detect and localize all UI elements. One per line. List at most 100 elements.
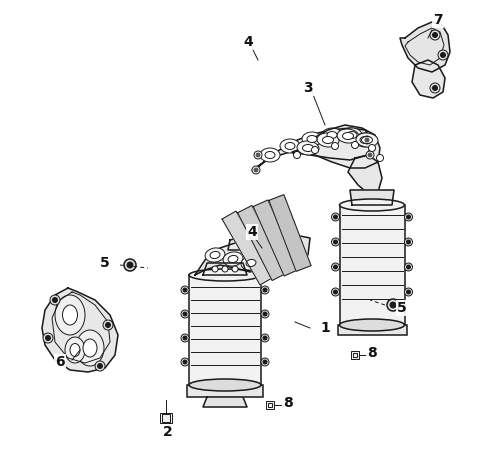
Ellipse shape <box>181 286 189 294</box>
Ellipse shape <box>361 136 372 143</box>
Bar <box>351 351 359 359</box>
Ellipse shape <box>260 148 280 162</box>
Text: 6: 6 <box>55 355 65 369</box>
Ellipse shape <box>263 360 267 364</box>
Ellipse shape <box>106 322 110 327</box>
Ellipse shape <box>261 286 269 294</box>
Ellipse shape <box>261 358 269 366</box>
Ellipse shape <box>407 215 410 219</box>
Polygon shape <box>252 128 372 170</box>
Ellipse shape <box>407 240 410 244</box>
Ellipse shape <box>405 238 412 246</box>
Bar <box>353 353 358 357</box>
Ellipse shape <box>405 263 412 271</box>
Ellipse shape <box>212 266 218 272</box>
Text: 4: 4 <box>247 225 257 239</box>
Ellipse shape <box>183 288 187 292</box>
Bar <box>339 205 405 325</box>
Ellipse shape <box>252 166 260 174</box>
Ellipse shape <box>83 339 97 357</box>
Ellipse shape <box>387 299 399 311</box>
Text: 8: 8 <box>283 396 293 410</box>
Ellipse shape <box>124 259 136 271</box>
Ellipse shape <box>181 358 189 366</box>
Ellipse shape <box>228 256 238 262</box>
Ellipse shape <box>368 153 372 157</box>
Ellipse shape <box>261 334 269 342</box>
Ellipse shape <box>263 312 267 316</box>
Polygon shape <box>269 195 311 271</box>
Ellipse shape <box>365 138 369 142</box>
Polygon shape <box>253 200 299 276</box>
Text: 3: 3 <box>303 81 313 95</box>
Ellipse shape <box>95 361 105 371</box>
Ellipse shape <box>317 133 339 147</box>
Bar <box>160 413 172 423</box>
Ellipse shape <box>342 128 362 142</box>
Text: 8: 8 <box>367 346 377 360</box>
Ellipse shape <box>347 131 357 138</box>
Ellipse shape <box>210 251 220 259</box>
Ellipse shape <box>376 154 384 162</box>
Ellipse shape <box>334 290 337 294</box>
Ellipse shape <box>254 151 262 159</box>
Polygon shape <box>228 235 285 260</box>
Ellipse shape <box>366 151 374 159</box>
Ellipse shape <box>103 320 113 330</box>
Ellipse shape <box>334 240 337 244</box>
Polygon shape <box>350 190 394 205</box>
Bar <box>266 401 274 409</box>
Polygon shape <box>348 155 382 195</box>
Ellipse shape <box>76 330 104 366</box>
Ellipse shape <box>50 295 60 305</box>
Ellipse shape <box>55 295 85 335</box>
Ellipse shape <box>205 248 225 262</box>
Ellipse shape <box>390 302 396 308</box>
Ellipse shape <box>265 152 275 158</box>
Ellipse shape <box>263 288 267 292</box>
Ellipse shape <box>307 136 317 142</box>
Ellipse shape <box>339 199 405 211</box>
Ellipse shape <box>293 152 300 158</box>
Ellipse shape <box>183 336 187 340</box>
Ellipse shape <box>189 379 261 391</box>
Ellipse shape <box>70 344 80 356</box>
Ellipse shape <box>334 215 337 219</box>
Ellipse shape <box>405 213 412 221</box>
Ellipse shape <box>62 305 77 325</box>
Ellipse shape <box>323 136 334 143</box>
Polygon shape <box>258 235 310 262</box>
Ellipse shape <box>127 262 133 268</box>
Polygon shape <box>238 206 287 280</box>
Ellipse shape <box>261 310 269 318</box>
Ellipse shape <box>302 132 322 146</box>
Ellipse shape <box>430 30 440 40</box>
Ellipse shape <box>430 83 440 93</box>
Polygon shape <box>400 22 450 72</box>
Ellipse shape <box>241 256 261 270</box>
Ellipse shape <box>407 290 410 294</box>
Ellipse shape <box>351 142 359 148</box>
Ellipse shape <box>339 319 405 331</box>
Ellipse shape <box>356 133 378 147</box>
Polygon shape <box>203 397 247 407</box>
Polygon shape <box>412 60 445 98</box>
Polygon shape <box>292 125 380 168</box>
Ellipse shape <box>432 33 437 38</box>
Ellipse shape <box>181 310 189 318</box>
Bar <box>187 385 263 397</box>
Bar <box>162 414 170 422</box>
Polygon shape <box>203 263 247 275</box>
Ellipse shape <box>65 337 85 363</box>
Ellipse shape <box>183 360 187 364</box>
Ellipse shape <box>223 252 243 266</box>
Ellipse shape <box>441 53 445 58</box>
Text: 1: 1 <box>320 321 330 335</box>
Ellipse shape <box>97 364 103 369</box>
Ellipse shape <box>407 265 410 269</box>
Ellipse shape <box>232 266 238 272</box>
Ellipse shape <box>369 145 375 152</box>
Polygon shape <box>222 211 274 285</box>
Ellipse shape <box>432 86 437 91</box>
Ellipse shape <box>363 136 371 144</box>
